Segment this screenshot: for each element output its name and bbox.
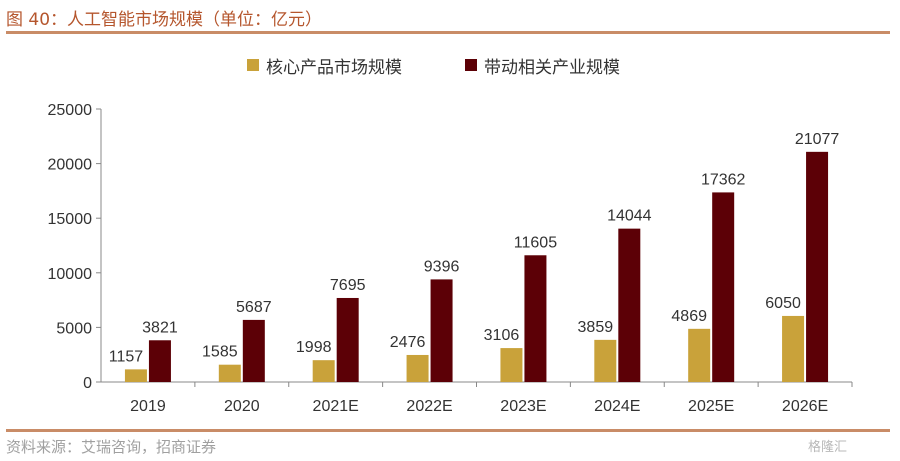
bar-core	[500, 348, 523, 382]
legend-label-related: 带动相关产业规模	[484, 57, 620, 78]
chart-legend: 核心产品市场规模 带动相关产业规模	[0, 52, 900, 78]
x-tick-label: 2019	[130, 398, 166, 415]
bar-related	[524, 255, 547, 382]
x-tick-label: 2020	[224, 398, 260, 415]
bar-related	[618, 228, 641, 382]
x-tick-label: 2025E	[688, 398, 734, 415]
legend-item-core: 核心产品市场规模	[247, 52, 402, 78]
data-label-related: 9396	[424, 258, 460, 275]
data-label-core: 1585	[202, 344, 238, 361]
data-label-core: 1998	[296, 339, 332, 356]
y-tick-label: 20000	[48, 157, 93, 174]
bar-core	[312, 360, 335, 382]
x-tick-label: 2023E	[500, 398, 546, 415]
bar-related	[712, 192, 735, 382]
source-note: 资料来源：艾瑞咨询，招商证券	[6, 438, 217, 456]
data-label-related: 14044	[607, 208, 652, 225]
y-tick-label: 10000	[48, 266, 93, 283]
data-label-related: 17362	[701, 171, 746, 188]
data-label-related: 11605	[514, 234, 557, 251]
x-tick-label: 2026E	[782, 398, 828, 415]
y-tick-label: 5000	[56, 320, 92, 337]
x-tick-label: 2024E	[594, 398, 640, 415]
data-label-core: 4869	[671, 308, 707, 325]
legend-swatch-related	[465, 59, 477, 71]
y-tick-label: 25000	[48, 102, 93, 119]
bar-core	[782, 315, 805, 382]
data-label-core: 6050	[765, 295, 801, 312]
figure-title: 图 40：人工智能市场规模（单位：亿元）	[6, 10, 323, 30]
figure-header: 图 40：人工智能市场规模（单位：亿元）	[0, 0, 900, 34]
bar-related	[148, 340, 171, 382]
bar-related	[242, 319, 265, 382]
y-tick-label: 0	[83, 375, 92, 392]
bar-core	[124, 369, 147, 382]
data-label-related: 7695	[330, 277, 366, 294]
y-tick-label: 15000	[48, 211, 93, 228]
watermark: 格隆汇	[808, 440, 848, 455]
top-divider	[6, 31, 890, 34]
bar-core	[218, 364, 241, 382]
data-label-core: 3859	[578, 319, 614, 336]
bottom-divider	[6, 429, 890, 432]
data-label-related: 3821	[142, 319, 178, 336]
data-label-core: 3106	[484, 327, 520, 344]
x-tick-label: 2022E	[406, 398, 452, 415]
bar-core	[594, 339, 617, 382]
bar-related	[336, 297, 359, 382]
legend-item-related: 带动相关产业规模	[465, 52, 620, 78]
bar-related	[430, 279, 453, 382]
data-label-core: 1157	[109, 348, 144, 365]
bar-core	[688, 328, 711, 382]
x-tick-label: 2021E	[313, 398, 359, 415]
legend-swatch-core	[247, 59, 259, 71]
legend-label-core: 核心产品市场规模	[266, 57, 402, 78]
data-label-core: 2476	[390, 334, 426, 351]
bar-core	[406, 354, 429, 382]
bar-related	[806, 151, 829, 382]
data-label-related: 21077	[795, 131, 840, 148]
data-label-related: 5687	[236, 299, 272, 316]
